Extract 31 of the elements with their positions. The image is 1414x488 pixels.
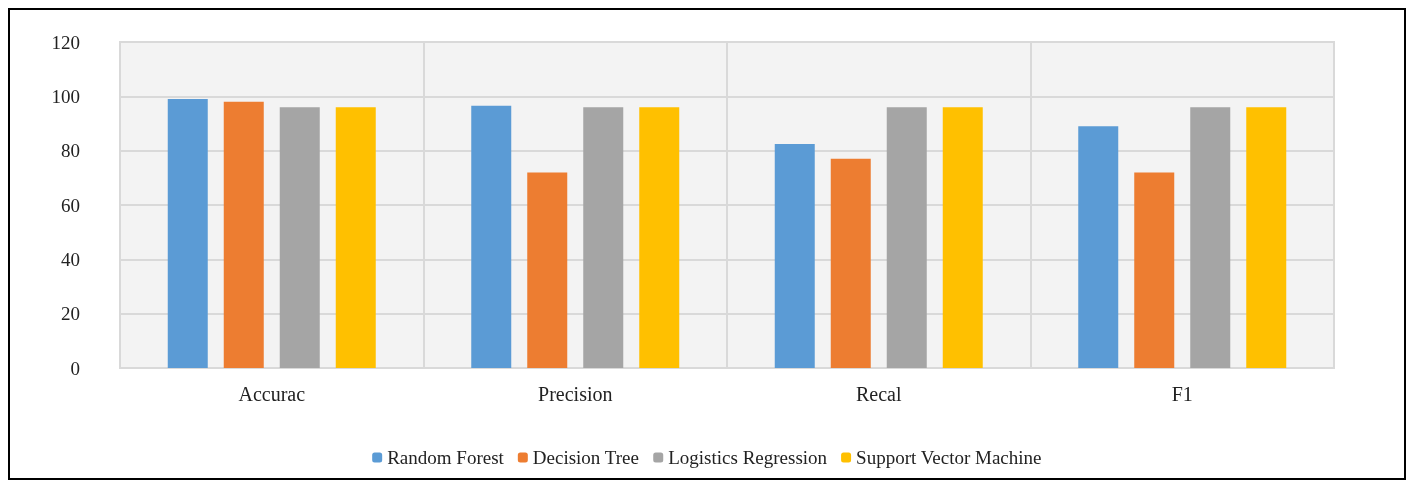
bar bbox=[527, 172, 568, 368]
y-tick-label: 100 bbox=[51, 85, 80, 107]
bar bbox=[167, 99, 208, 368]
x-tick-label: Recal bbox=[855, 383, 902, 405]
legend-label: Decision Tree bbox=[532, 447, 639, 468]
legend-label: Logistics Regression bbox=[668, 447, 828, 468]
bar bbox=[1190, 107, 1231, 368]
bar bbox=[830, 158, 871, 368]
x-tick-label: F1 bbox=[1171, 383, 1193, 405]
bar bbox=[335, 107, 376, 368]
bar bbox=[471, 105, 512, 368]
x-tick-label: Accurac bbox=[238, 383, 306, 405]
legend-label: Random Forest bbox=[387, 447, 505, 468]
y-tick-label: 120 bbox=[51, 31, 80, 53]
y-tick-label: 80 bbox=[61, 140, 80, 162]
bar bbox=[942, 107, 983, 368]
y-tick-label: 0 bbox=[70, 357, 80, 379]
legend-label: Support Vector Machine bbox=[856, 447, 1042, 468]
bar bbox=[1134, 172, 1175, 368]
y-tick-label: 40 bbox=[61, 248, 80, 270]
bar bbox=[279, 107, 320, 368]
bar bbox=[639, 107, 680, 368]
y-tick-label: 20 bbox=[61, 303, 80, 325]
y-tick-label: 60 bbox=[61, 194, 80, 216]
bar bbox=[886, 107, 927, 368]
bar bbox=[1246, 107, 1287, 368]
bar bbox=[223, 101, 264, 368]
x-tick-label: Precision bbox=[538, 383, 613, 405]
bar bbox=[774, 143, 815, 368]
bar bbox=[1078, 126, 1119, 368]
bar bbox=[583, 107, 624, 368]
